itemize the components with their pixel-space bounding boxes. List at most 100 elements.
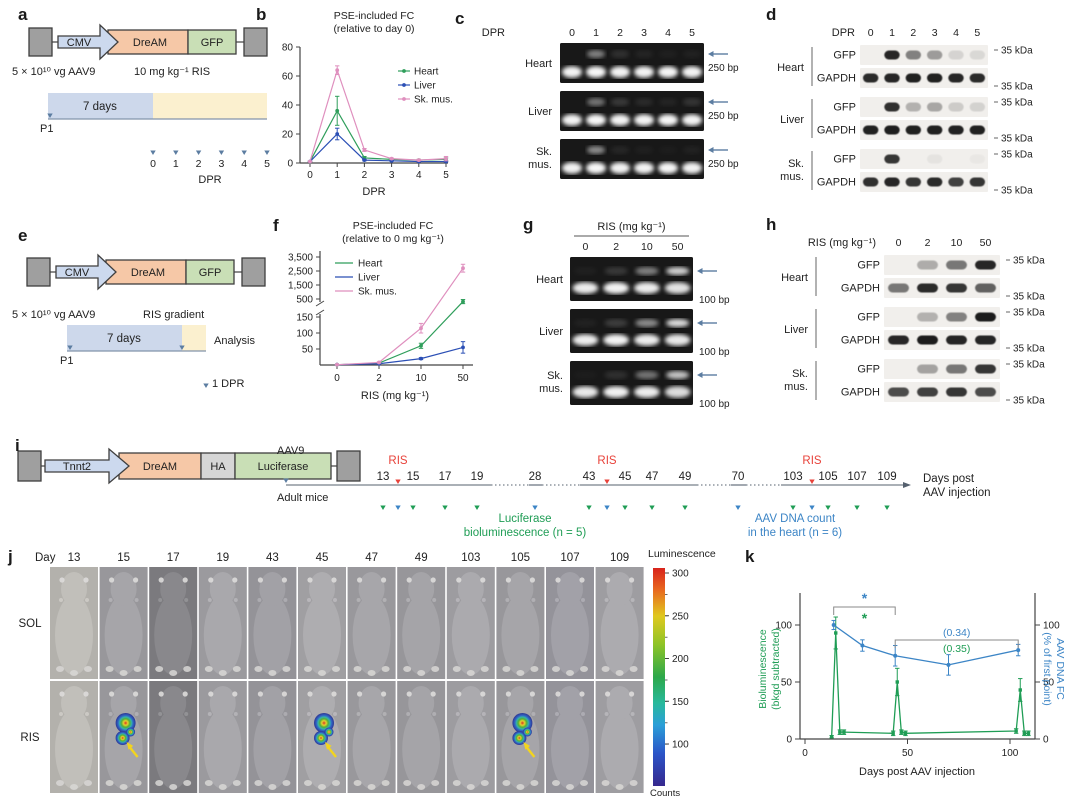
tissue-label: Heart <box>777 62 804 74</box>
row-label-sol: SOL <box>18 618 42 630</box>
treatment-text: RIS gradient <box>143 309 204 321</box>
lane-header: DPR <box>482 27 505 39</box>
blot-band <box>926 102 943 112</box>
gel-band <box>586 146 606 154</box>
blot-band <box>884 125 900 135</box>
tissue-label: Liver <box>539 326 563 338</box>
size-marker: 250 bp <box>708 111 739 122</box>
dose-text: 5 × 10¹⁰ vg AAV9 <box>12 66 95 78</box>
blot-strip <box>860 68 988 88</box>
gel-band <box>610 50 630 58</box>
data-point <box>891 731 895 735</box>
gel-band <box>658 98 678 106</box>
tissue-label: Sk. mus. <box>539 370 563 395</box>
gel-band <box>573 319 598 327</box>
x-tick: 4 <box>416 170 422 181</box>
mouse-image <box>198 567 247 679</box>
ris-label: RIS <box>388 455 408 467</box>
gel-strip <box>560 43 704 83</box>
lane-label: 3 <box>641 27 647 39</box>
gel-band <box>604 371 628 379</box>
panel-i-timeline: Tnnt2 DreAM HA Luciferase AAV9 Adult mice 13 15… <box>17 445 991 539</box>
blot-band <box>946 387 967 397</box>
kda-marker: 35 kDa <box>1013 256 1045 267</box>
blot-band <box>970 155 985 164</box>
blot-band <box>917 312 938 322</box>
data-point <box>946 662 951 667</box>
panel-k-chart: 0 50 100 0 50 100 0 50 100 Days post AAV injectio… <box>757 590 1066 778</box>
data-point <box>1022 731 1027 735</box>
lane-header: DPR <box>832 27 855 39</box>
panel-d-label: d <box>766 5 777 24</box>
day-tick: 107 <box>847 471 866 483</box>
stat-pvalue-blue: (0.34) <box>943 627 970 639</box>
protein-label: GFP <box>833 102 856 114</box>
gel-band <box>585 114 607 126</box>
data-point <box>419 356 423 361</box>
data-point <box>444 156 448 161</box>
legend-item: Heart <box>414 67 439 78</box>
day-tick: 19 <box>471 471 484 483</box>
blot-strip <box>884 382 1000 402</box>
blot-band <box>948 50 964 60</box>
gene-label: DreAM <box>143 461 177 473</box>
panel-b-chart: PSE-included FC (relative to day 0)020406… <box>282 10 453 198</box>
data-point <box>903 731 908 735</box>
day-label: 15 <box>117 552 130 564</box>
blot-band <box>926 73 943 83</box>
x-tick: 50 <box>902 748 914 759</box>
left-tick: 50 <box>781 678 793 689</box>
right-tick: 100 <box>1043 621 1060 632</box>
blot-strip <box>884 330 1000 350</box>
gel-band <box>635 146 653 154</box>
gel-band <box>681 66 703 78</box>
gel-band <box>635 371 659 379</box>
gel-band <box>635 319 659 327</box>
mouse-image <box>496 681 545 793</box>
kda-marker: 35 kDa <box>1001 134 1033 145</box>
protein-label: GAPDH <box>817 177 856 189</box>
chart-title: PSE-included FC (relative to 0 mg kg⁻¹) <box>342 220 444 245</box>
gene-label: HA <box>210 461 226 473</box>
lane-label: 0 <box>868 27 874 39</box>
gel-band <box>664 386 691 398</box>
panel-g-gels: RIS (mg kg⁻¹) 0 2 10 50 Heart 100 bp Liver 100 b… <box>536 221 730 410</box>
x-tick: 50 <box>457 373 469 384</box>
x-tick: 10 <box>415 373 427 384</box>
panel-a: a CMV DreAM GFP 5 × 10¹⁰ vg AAV9 10 mg kg⁻¹ … <box>10 5 270 210</box>
day-tick: 109 <box>877 471 896 483</box>
data-point <box>416 158 421 163</box>
blot-band <box>905 125 922 135</box>
y-tick: 40 <box>282 101 294 112</box>
axis-label: DPR <box>198 174 221 186</box>
day-label: 49 <box>415 552 428 564</box>
left-tick: 100 <box>775 621 792 632</box>
panel-k: k 0 50 100 0 50 100 0 50 100 Days post AAV inject… <box>710 545 1080 796</box>
gel-band <box>604 267 628 275</box>
duration-text: 7 days <box>83 101 117 113</box>
gel-band <box>635 267 659 275</box>
mouse-image <box>50 567 98 679</box>
day-tick: 49 <box>679 471 692 483</box>
blot-strip <box>860 172 988 192</box>
data-point <box>895 680 899 684</box>
blot-band <box>884 73 900 83</box>
panel-g: g RIS (mg kg⁻¹) 0 2 10 50 Heart 100 bp Liver 100… <box>485 215 748 437</box>
data-point <box>860 643 865 648</box>
blot-band <box>975 312 996 322</box>
ris-label: RIS <box>597 455 617 467</box>
gel-band <box>634 50 654 58</box>
panel-k-label: k <box>745 547 755 566</box>
blot-band <box>884 102 900 112</box>
panel-j: j Day 13 15 17 19 43 45 47 49 103 105 107 109 SOL RIS L… <box>5 545 720 796</box>
mouse-image <box>149 681 198 793</box>
kda-marker: 35 kDa <box>1001 186 1033 197</box>
gel-band <box>633 334 660 346</box>
legend-green: Luciferase bioluminescence (n = 5) <box>464 513 587 539</box>
mouse-image <box>99 567 148 679</box>
blot-band <box>917 335 938 345</box>
gel-band <box>603 282 630 294</box>
gel-band <box>633 114 655 126</box>
panel-f: f PSE-included FC (relative to 0 mg kg⁻¹)… <box>265 215 483 443</box>
left-tick: 0 <box>786 735 792 746</box>
